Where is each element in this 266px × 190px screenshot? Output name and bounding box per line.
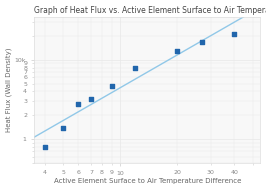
Point bbox=[110, 84, 114, 87]
Point bbox=[175, 49, 179, 52]
Point bbox=[232, 33, 236, 36]
Point bbox=[61, 126, 65, 129]
Y-axis label: Heat Flux (Wall Density): Heat Flux (Wall Density) bbox=[6, 48, 12, 132]
Text: Graph of Heat Flux vs. Active Element Surface to Air Temperature Difference for : Graph of Heat Flux vs. Active Element Su… bbox=[34, 6, 266, 15]
X-axis label: Active Element Surface to Air Temperature Difference: Active Element Surface to Air Temperatur… bbox=[53, 178, 241, 184]
Point bbox=[89, 98, 93, 101]
Point bbox=[133, 66, 138, 69]
Point bbox=[43, 145, 47, 148]
Point bbox=[76, 102, 80, 105]
Point bbox=[200, 40, 204, 43]
